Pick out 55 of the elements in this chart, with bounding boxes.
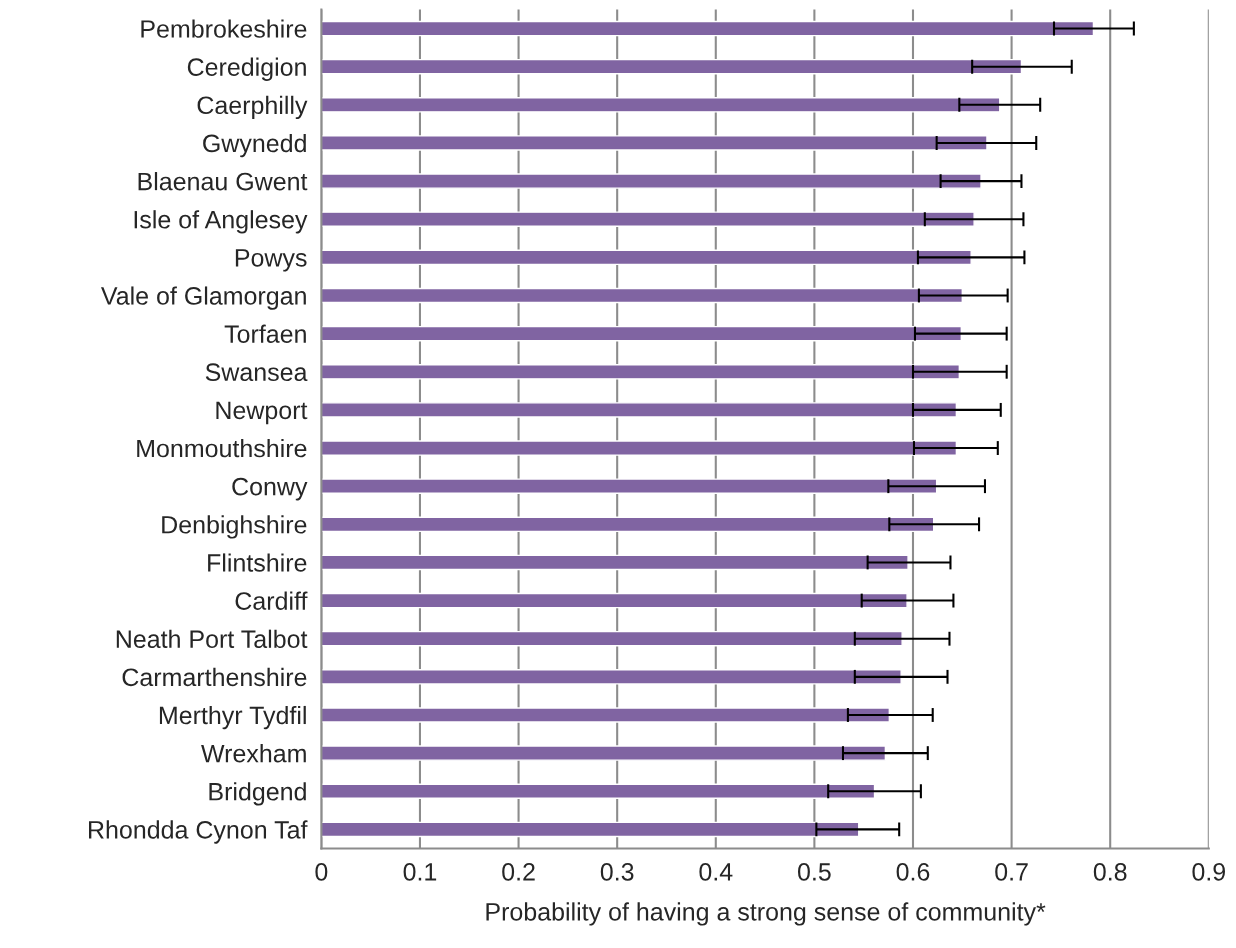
bar (321, 287, 963, 304)
y-tick-label: Merthyr Tydfil (159, 705, 306, 730)
bar (321, 211, 975, 227)
bar (321, 478, 938, 494)
bar (321, 554, 909, 571)
y-tick-label: Wrexham (201, 744, 306, 763)
bar (321, 58, 1023, 75)
bar (321, 783, 876, 800)
bar (321, 402, 958, 418)
x-tick-label: 0.8 (1093, 863, 1127, 881)
x-tick-label: 0.4 (699, 863, 733, 881)
bar (321, 592, 908, 609)
bar (321, 20, 1095, 37)
bar (321, 173, 982, 189)
x-tick-label: 0.5 (797, 863, 831, 881)
x-axis-title: Probability of having a strong sense of community* (486, 902, 1046, 926)
bar (321, 745, 887, 761)
bar (321, 440, 958, 456)
y-tick-label: Conwy (232, 477, 308, 501)
bar (321, 630, 903, 647)
y-tick-label: Swansea (205, 363, 308, 382)
y-tick-label: Isle of Anglesey (134, 210, 308, 234)
y-tick-label: Carmarthenshire (122, 667, 307, 687)
x-tick-label: 0.7 (995, 863, 1028, 881)
bar (321, 821, 860, 838)
y-tick-label: Gwynedd (203, 133, 306, 158)
x-tick-label: 0.2 (502, 863, 535, 881)
y-tick-label: Neath Port Talbot (116, 629, 308, 649)
bar (321, 135, 988, 151)
x-tick-label: 0.3 (600, 863, 634, 881)
bar (321, 516, 935, 533)
bar (321, 97, 1001, 113)
bar (321, 325, 963, 342)
y-tick-label: Denbighshire (162, 515, 307, 539)
y-tick-label: Bridgend (209, 782, 306, 806)
x-tick-label: 0.6 (896, 863, 930, 881)
y-tick-label: Cardiff (235, 591, 308, 610)
bar (321, 669, 902, 685)
y-tick-label: Monmouthshire (137, 438, 307, 458)
y-tick-label: Blaenau Gwent (138, 172, 308, 191)
y-tick-label: Rhondda Cynon Taf (89, 820, 308, 844)
x-tick-label: 0.1 (403, 863, 437, 881)
x-tick-label: 0 (315, 863, 328, 881)
y-tick-label: Pembrokeshire (141, 19, 307, 38)
y-tick-label: Ceredigion (187, 57, 306, 81)
y-tick-label: Powys (235, 249, 307, 272)
y-tick-label: Vale of Glamorgan (100, 286, 306, 310)
bar (321, 707, 891, 723)
y-tick-label: Newport (216, 401, 308, 425)
bar (321, 364, 961, 380)
y-tick-label: Flintshire (208, 553, 307, 572)
y-tick-label: Torfaen (224, 324, 306, 343)
bar (321, 249, 972, 266)
x-tick-label: 0.9 (1192, 863, 1225, 881)
y-tick-label: Caerphilly (197, 95, 308, 120)
